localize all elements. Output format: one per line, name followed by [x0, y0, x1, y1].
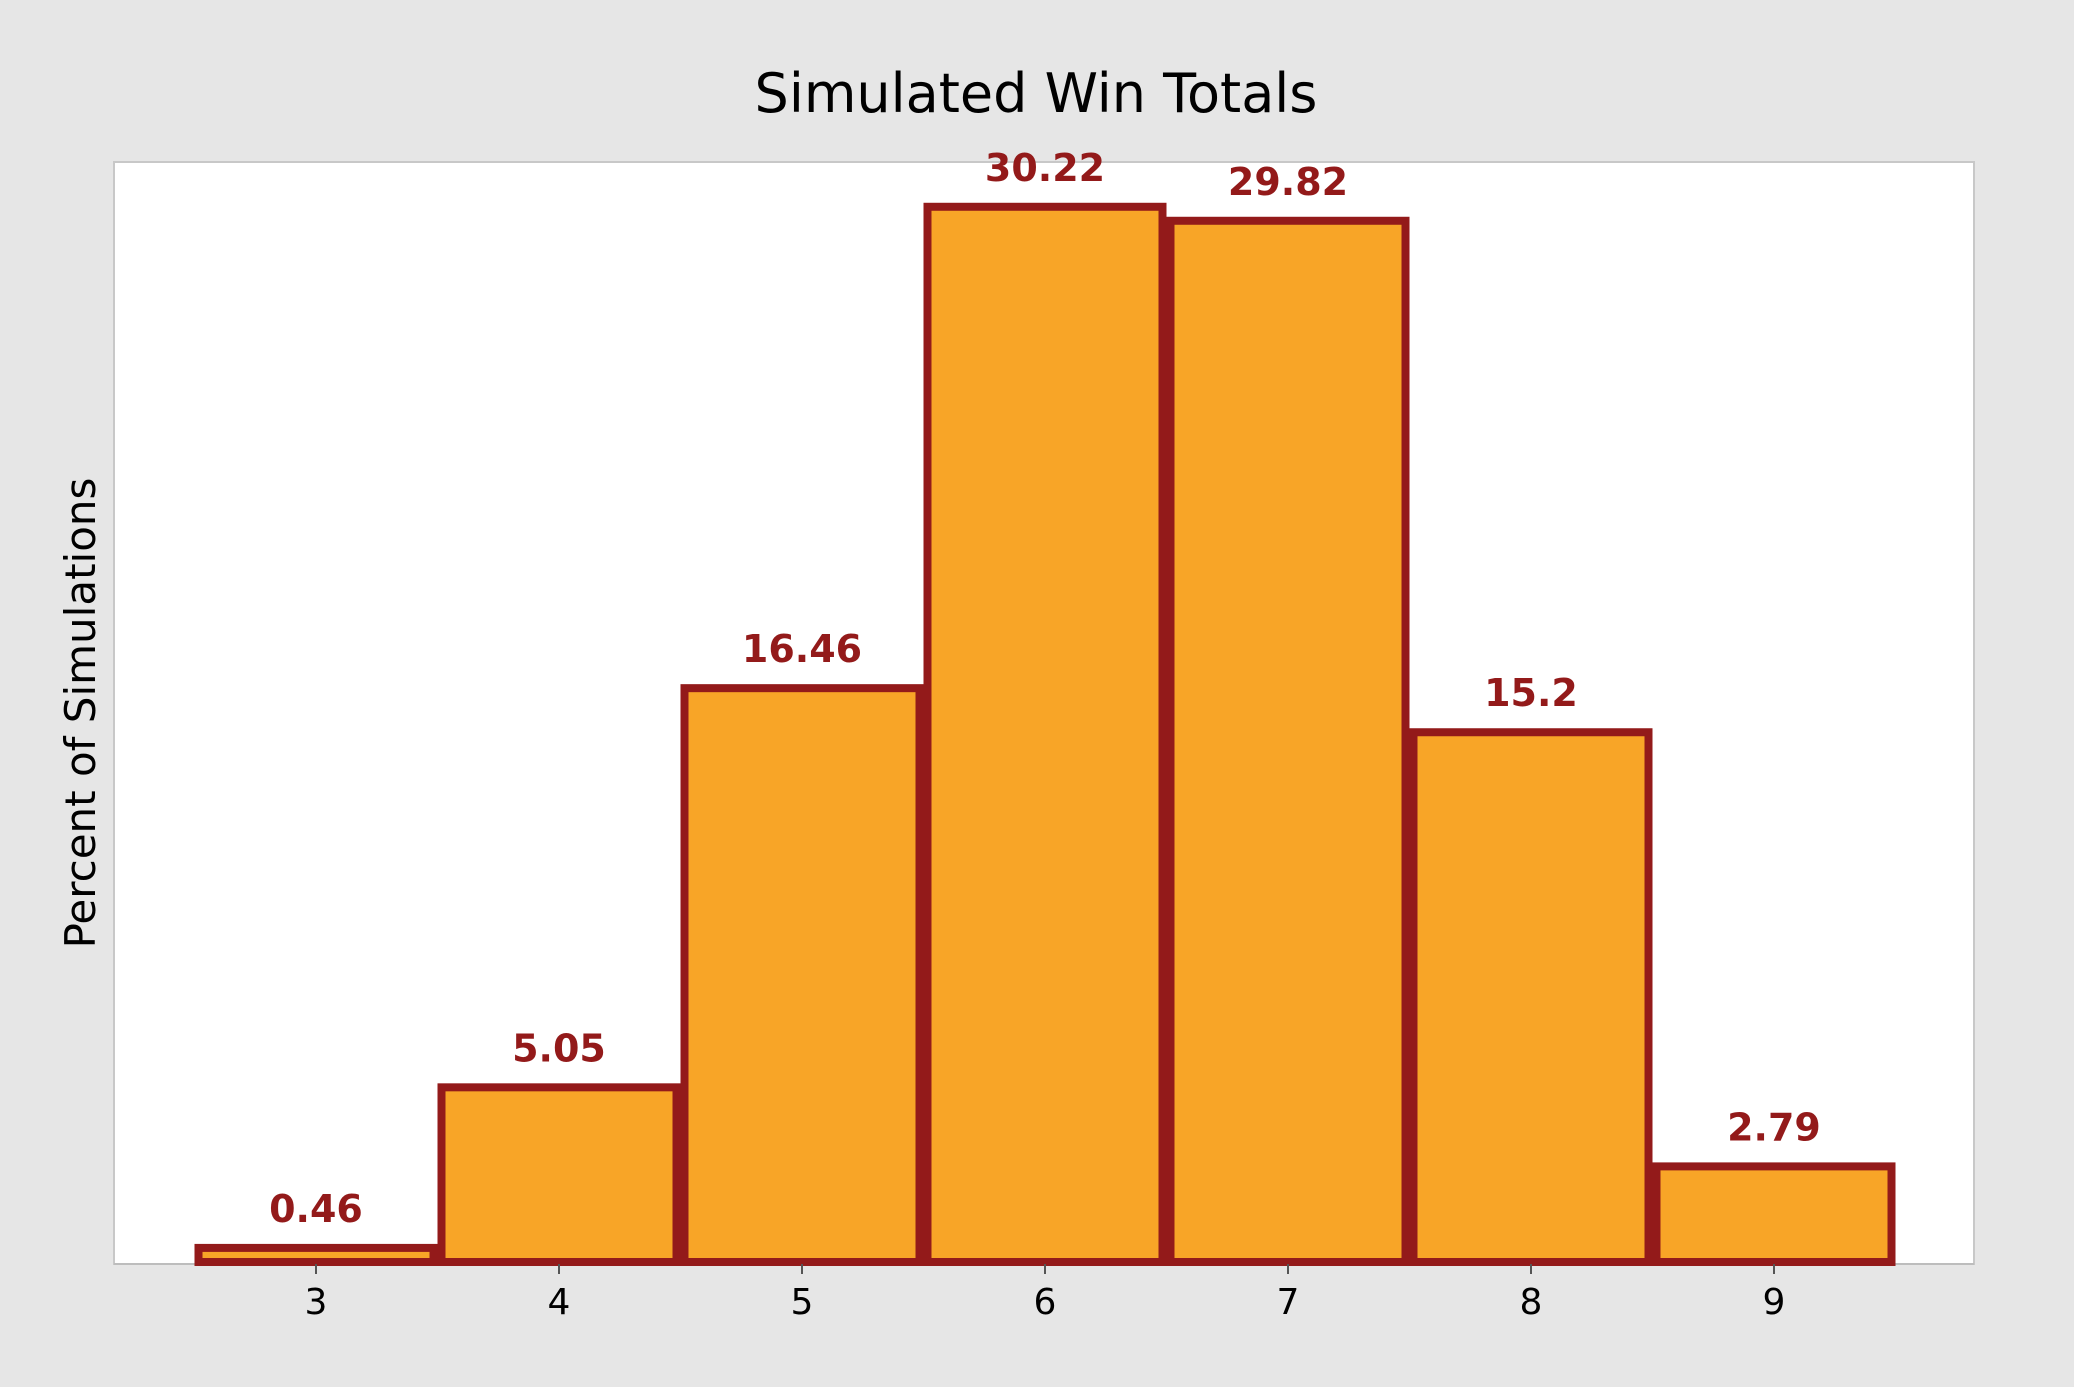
bar-5: [680, 684, 924, 1266]
data-label-6: 30.22: [985, 146, 1105, 190]
bar-9: [1652, 1162, 1896, 1266]
bar-3: [194, 1243, 438, 1267]
bar-4: [437, 1083, 681, 1267]
x-tick-label-8: 8: [1520, 1282, 1543, 1323]
bar-6: [923, 202, 1167, 1267]
data-label-5: 16.46: [742, 627, 862, 671]
data-label-7: 29.82: [1228, 160, 1348, 204]
x-ticks-group: 3 4 5 6 7 8 9: [305, 1264, 1786, 1323]
data-label-8: 15.2: [1484, 671, 1578, 715]
data-labels-group: 0.46 5.05 16.46 30.22 29.82 15.2 2.79: [269, 146, 1821, 1231]
x-tick-label-4: 4: [548, 1282, 571, 1323]
x-tick-label-3: 3: [305, 1282, 328, 1323]
data-label-4: 5.05: [512, 1026, 606, 1070]
bar-7: [1166, 216, 1410, 1267]
y-axis-label: Percent of Simulations: [56, 478, 105, 949]
data-label-9: 2.79: [1727, 1105, 1821, 1149]
x-tick-label-5: 5: [791, 1282, 814, 1323]
bars-group: [194, 202, 1896, 1267]
data-label-3: 0.46: [269, 1187, 363, 1231]
x-tick-label-7: 7: [1277, 1282, 1300, 1323]
chart-title: Simulated Win Totals: [755, 62, 1318, 125]
x-tick-label-6: 6: [1034, 1282, 1057, 1323]
bar-8: [1409, 728, 1653, 1266]
x-tick-label-9: 9: [1763, 1282, 1786, 1323]
